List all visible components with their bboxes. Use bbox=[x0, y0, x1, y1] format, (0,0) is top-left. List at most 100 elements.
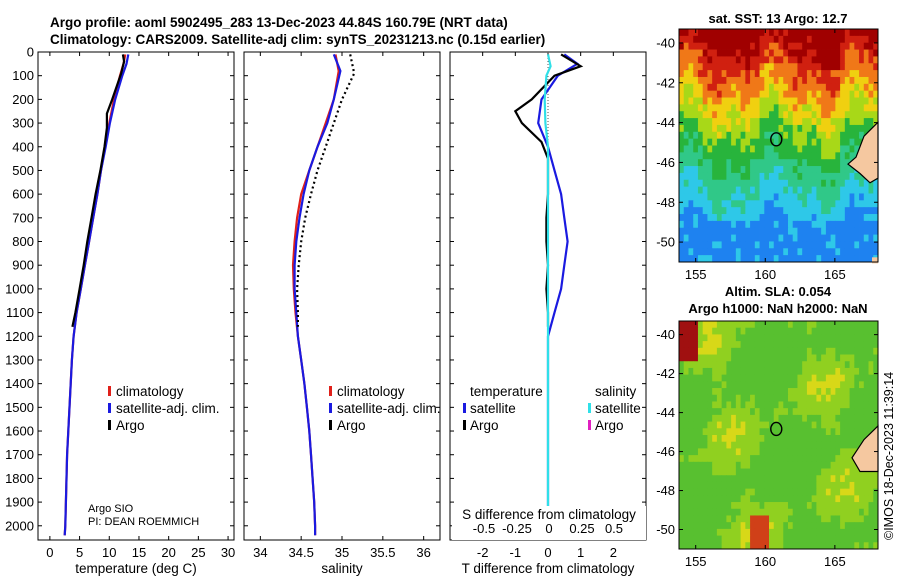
map-cell bbox=[707, 515, 713, 523]
map-cell bbox=[844, 104, 850, 112]
map-cell bbox=[716, 468, 723, 476]
map-cell bbox=[707, 145, 713, 153]
map-cell bbox=[693, 241, 699, 249]
map-cell bbox=[840, 200, 846, 208]
map-cell bbox=[844, 166, 850, 174]
map-cell bbox=[702, 428, 708, 436]
map-cell bbox=[726, 347, 732, 355]
map-cell bbox=[821, 179, 827, 188]
map-cell bbox=[811, 214, 817, 222]
map-cell bbox=[764, 334, 770, 342]
map-cell bbox=[679, 70, 685, 78]
map-cell bbox=[849, 131, 855, 140]
map-cell bbox=[707, 381, 713, 389]
map-cell bbox=[811, 255, 817, 263]
map-cell bbox=[712, 111, 718, 119]
map-cell bbox=[783, 70, 789, 78]
map-cell bbox=[792, 334, 798, 342]
map-cell bbox=[745, 166, 751, 174]
map-cell bbox=[683, 542, 689, 550]
map-cell bbox=[759, 421, 765, 429]
map-cell bbox=[712, 401, 718, 409]
map-cell bbox=[873, 388, 879, 396]
map-cell bbox=[778, 42, 784, 50]
map-cell bbox=[844, 374, 850, 382]
map-cell bbox=[844, 63, 850, 71]
map-cell bbox=[683, 388, 689, 396]
map-cell bbox=[707, 63, 713, 71]
map-cell bbox=[830, 401, 836, 409]
map-cell bbox=[840, 414, 846, 422]
map-cell bbox=[679, 186, 685, 194]
map-cell bbox=[740, 255, 746, 263]
map-cell bbox=[697, 166, 704, 174]
map-cell bbox=[716, 488, 723, 496]
map-cell bbox=[702, 97, 708, 105]
map-cell bbox=[769, 166, 775, 174]
map-cell bbox=[750, 42, 756, 50]
map-cell bbox=[778, 63, 784, 71]
map-cell bbox=[693, 145, 699, 153]
map-cell bbox=[688, 200, 694, 208]
map-cell bbox=[783, 401, 789, 409]
map-cell bbox=[802, 475, 808, 483]
map-cell bbox=[816, 341, 822, 349]
map-cell bbox=[854, 381, 860, 389]
map-cell bbox=[745, 435, 751, 443]
map-cell bbox=[697, 367, 704, 376]
map-cell bbox=[712, 542, 718, 550]
map-cell bbox=[844, 515, 850, 523]
map-cell bbox=[773, 421, 779, 429]
map-cell bbox=[797, 441, 803, 449]
map-cell bbox=[811, 56, 817, 64]
map-cell bbox=[707, 475, 713, 483]
map-cell bbox=[683, 381, 689, 389]
map-cell bbox=[868, 111, 874, 119]
map-cell bbox=[773, 118, 779, 126]
lon-tick-label: 155 bbox=[685, 267, 707, 282]
map-cell bbox=[859, 42, 865, 50]
map-cell bbox=[745, 63, 751, 71]
map-cell bbox=[731, 166, 737, 174]
map-cell bbox=[830, 255, 836, 263]
map-cell bbox=[731, 152, 737, 160]
map-cell bbox=[754, 145, 760, 153]
map-cell bbox=[783, 255, 789, 263]
map-cell bbox=[702, 361, 708, 369]
map-cell bbox=[802, 321, 808, 329]
map-cell bbox=[707, 421, 713, 429]
map-cell bbox=[873, 90, 879, 98]
map-cell bbox=[764, 441, 770, 449]
map-cell bbox=[726, 421, 732, 429]
map-cell bbox=[844, 193, 850, 201]
map-cell bbox=[863, 535, 869, 543]
map-cell bbox=[840, 388, 846, 396]
map-cell bbox=[830, 408, 836, 416]
panel-temperature: 0100200300400500600700800900100011001200… bbox=[5, 45, 235, 577]
map-cell bbox=[688, 495, 694, 503]
map-cell bbox=[693, 159, 699, 167]
map-cell bbox=[716, 401, 723, 409]
map-cell bbox=[707, 321, 713, 329]
map-cell bbox=[693, 502, 699, 510]
map-cell bbox=[854, 241, 860, 249]
map-cell bbox=[731, 159, 737, 167]
map-cell bbox=[830, 111, 836, 119]
map-cell bbox=[825, 508, 832, 516]
map-cell bbox=[721, 327, 727, 335]
map-cell bbox=[806, 56, 813, 64]
map-cell bbox=[740, 528, 746, 536]
map-cell bbox=[702, 347, 708, 355]
map-cell bbox=[797, 90, 803, 98]
map-cell bbox=[759, 255, 765, 263]
map-cell bbox=[859, 542, 865, 550]
map-cell bbox=[787, 118, 794, 126]
map-cell bbox=[835, 255, 841, 263]
map-cell bbox=[683, 394, 689, 402]
map-cell bbox=[873, 488, 879, 496]
map-cell bbox=[797, 535, 803, 543]
map-cell bbox=[830, 522, 836, 530]
map-cell bbox=[825, 401, 832, 409]
map-cell bbox=[759, 186, 765, 194]
map-cell bbox=[787, 394, 794, 402]
